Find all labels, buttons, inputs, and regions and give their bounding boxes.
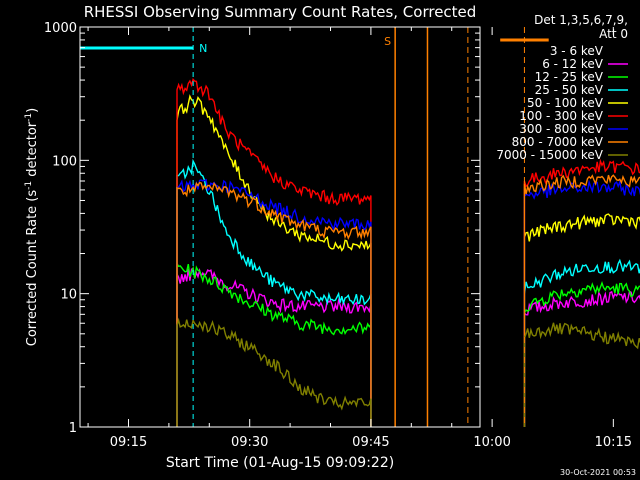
legend-entry-7: 800 - 7000 keV: [512, 135, 604, 149]
series-line-1-seg1: [176, 267, 372, 427]
y-axis-label-mid: detector: [25, 121, 40, 181]
series-line-3-seg2: [523, 258, 640, 427]
series-line-2-seg1: [176, 261, 372, 427]
x-tick-label-1: 09:30: [231, 435, 268, 450]
x-tick-label-3: 10:00: [473, 435, 510, 450]
legend-entry-6: 300 - 800 keV: [519, 122, 603, 136]
series-line-2-seg2: [523, 281, 640, 427]
x-tick-label-2: 09:45: [352, 435, 389, 450]
y-axis-label-sup2: -1: [24, 113, 34, 122]
legend-header-1: Det 1,3,5,6,7,9,: [534, 13, 628, 27]
y-axis-label: Corrected Count Rate (s-1 detector-1): [24, 108, 40, 346]
series-line-8-seg2: [523, 322, 640, 427]
footer-timestamp: 30-Oct-2021 00:53: [560, 468, 636, 477]
x-tick-label-0: 09:15: [110, 435, 147, 450]
series-line-6-seg1: [176, 178, 372, 427]
series-line-4-seg2: [523, 213, 640, 427]
legend-entry-3: 25 - 50 keV: [535, 83, 604, 97]
y-axis-label-end: ): [25, 108, 40, 113]
x-tick-label-4: 10:15: [595, 435, 632, 450]
y-axis-label-sup1: -1: [24, 181, 34, 190]
series-line-5-seg2: [523, 158, 640, 427]
series-line-4-seg1: [176, 94, 372, 427]
night-flag-label: N: [199, 42, 207, 55]
x-axis-label: Start Time (01-Aug-15 09:09:22): [166, 455, 394, 471]
legend-entry-1: 6 - 12 keV: [542, 57, 604, 71]
y-axis-label-main: Corrected Count Rate (s: [25, 190, 40, 347]
series-line-0-seg1: [176, 242, 372, 427]
plot-frame: [79, 26, 481, 428]
y-tick-label-3: 1000: [44, 21, 77, 36]
y-tick-label-1: 10: [60, 288, 77, 303]
y-tick-label-0: 1: [69, 421, 77, 436]
series-line-0-seg2: [523, 256, 640, 427]
series-line-3-seg1: [176, 158, 372, 427]
saa-flag-label: S: [384, 35, 391, 48]
legend-header-2: Att 0: [599, 27, 628, 41]
legend-entry-5: 100 - 300 keV: [519, 109, 603, 123]
series-line-7-seg1: [176, 181, 372, 427]
legend-entry-8: 7000 - 15000 keV: [496, 148, 603, 162]
legend-entry-0: 3 - 6 keV: [550, 44, 604, 58]
chart-title: RHESSI Observing Summary Count Rates, Co…: [84, 3, 477, 21]
legend-entry-2: 12 - 25 keV: [535, 70, 604, 84]
series-line-7-seg2: [523, 174, 640, 427]
series-line-1-seg2: [523, 290, 640, 427]
y-tick-label-2: 100: [52, 154, 77, 169]
series-line-8-seg1: [176, 317, 372, 427]
series-line-5-seg1: [176, 78, 372, 427]
legend-entry-4: 50 - 100 keV: [527, 96, 604, 110]
